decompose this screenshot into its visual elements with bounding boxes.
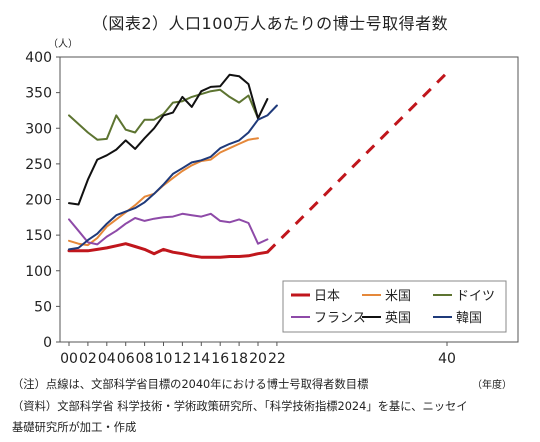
series-line — [68, 73, 269, 206]
x-tick-label: 22 — [268, 351, 286, 367]
y-tick-label: 0 — [43, 335, 52, 351]
y-tick-label: 350 — [25, 86, 52, 102]
y-tick-label: 100 — [25, 264, 52, 280]
legend-label: 韓国 — [456, 311, 482, 326]
y-tick-label: 400 — [25, 50, 52, 66]
y-axis-unit: （人） — [48, 38, 78, 50]
legend-label: 米国 — [385, 289, 411, 304]
x-tick-label: 04 — [98, 351, 116, 367]
series-line — [67, 242, 269, 259]
x-tick-label: 06 — [117, 351, 135, 367]
x-tick-label: 18 — [230, 351, 248, 367]
series-line — [68, 104, 278, 251]
x-tick-label: 16 — [211, 351, 229, 367]
x-tick-label: 02 — [79, 351, 97, 367]
series-line — [68, 212, 269, 246]
x-tick-label: 14 — [192, 351, 210, 367]
y-tick-label: 200 — [25, 193, 52, 209]
x-tick-label: 10 — [155, 351, 173, 367]
x-axis-unit: （年度） — [472, 378, 512, 391]
x-tick-label: 00 — [60, 351, 78, 367]
x-tick-label: 12 — [173, 351, 191, 367]
legend-label: フランス — [314, 311, 366, 326]
legend-label: ドイツ — [456, 289, 495, 304]
y-tick-label: 300 — [25, 121, 52, 137]
y-tick-label: 50 — [34, 299, 52, 315]
source-note: （資料）文部科学省 科学技術・学術政策研究所、「科学技術指標2024」を基に、ニ… — [12, 400, 468, 413]
x-tick-label: 40 — [438, 351, 456, 367]
y-tick-label: 150 — [25, 228, 52, 244]
legend-label: 英国 — [385, 311, 411, 326]
chart-title: （図表2）人口100万人あたりの博士号取得者数 — [91, 14, 449, 33]
series-line-target — [266, 71, 449, 254]
x-tick-label: 20 — [249, 351, 267, 367]
series-line — [68, 88, 259, 141]
legend-label: 日本 — [314, 289, 340, 304]
footnote: （注）点線は、文部科学省目標の2040年における博士号取得者数目標 — [12, 378, 369, 391]
series-line — [68, 137, 259, 247]
x-tick-label: 08 — [136, 351, 154, 367]
legend-box — [282, 280, 507, 333]
source-note-continued: 基礎研究所が加工・作成 — [12, 421, 137, 434]
y-tick-label: 250 — [25, 157, 52, 173]
